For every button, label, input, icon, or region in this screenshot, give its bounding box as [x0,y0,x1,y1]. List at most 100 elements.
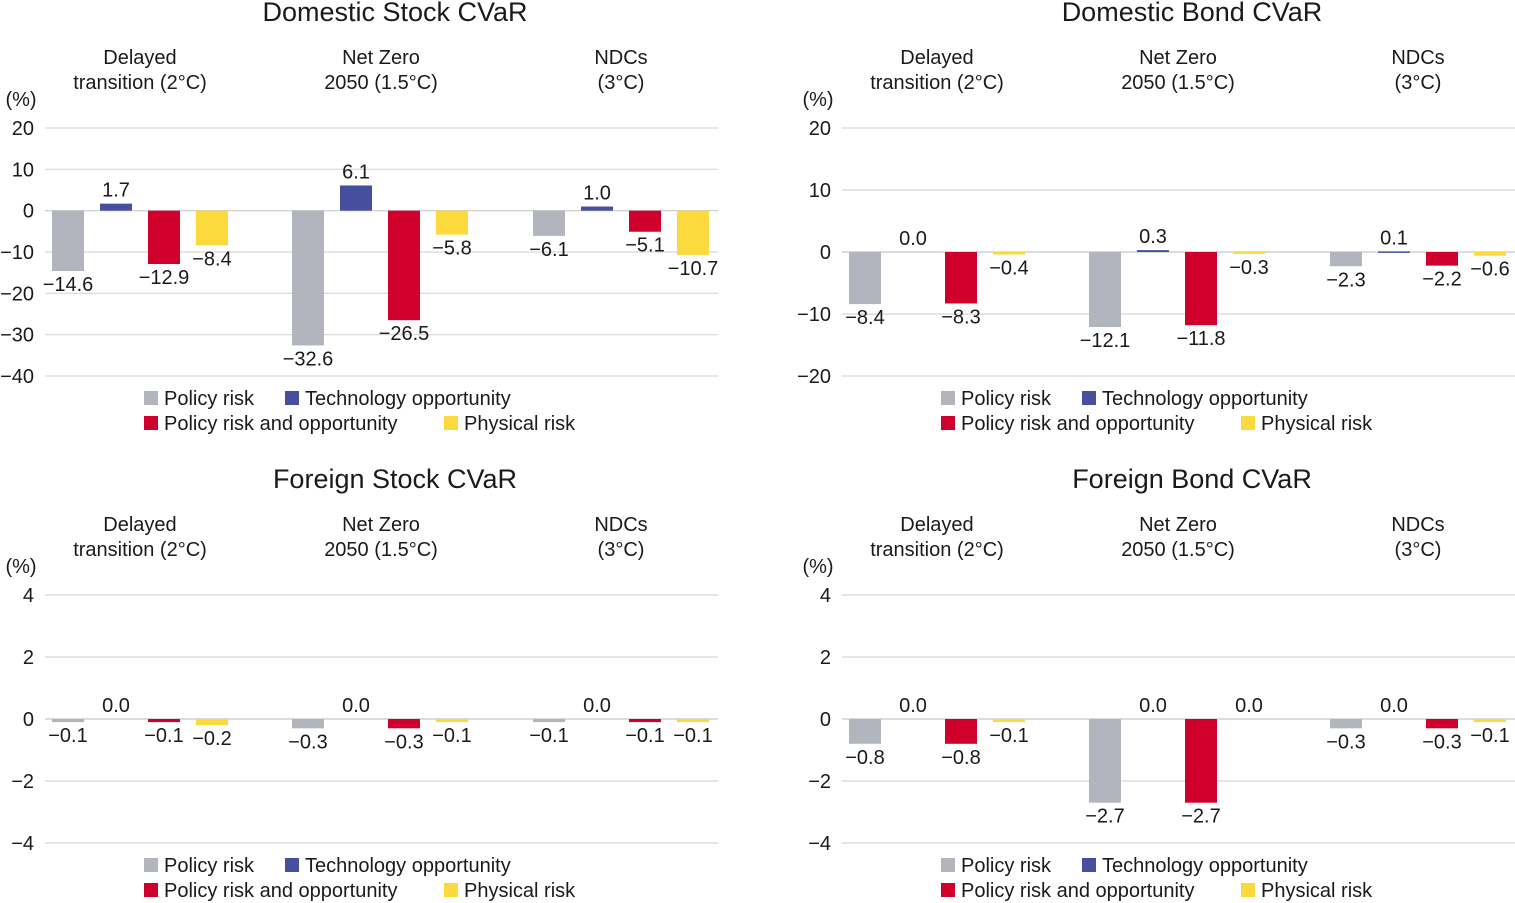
chart-panel: Foreign Bond CVaR (%) Delayed transition (2… [802,464,1515,902]
legend-swatch [1241,416,1255,430]
bar [993,719,1025,723]
y-tick-label: −2 [808,771,831,793]
data-label: −0.8 [941,747,980,769]
y-tick-label: 20 [12,118,34,140]
y-axis-label: (%) [5,556,36,578]
data-label: 1.0 [583,183,611,205]
chart-panel: Foreign Stock CVaR (%) Delayed transition (… [5,464,718,902]
legend-label: Policy risk and opportunity [961,413,1194,435]
category-label: Net Zero [1139,514,1217,536]
data-label: −0.3 [1326,731,1365,753]
y-tick-label: −40 [0,366,34,388]
data-label: −0.3 [1422,731,1461,753]
bar [849,252,881,305]
legend-swatch [144,883,158,897]
bar [1330,719,1362,729]
legend-swatch [941,883,955,897]
data-label: 0.0 [899,228,927,250]
data-label: 6.1 [342,161,370,183]
data-label: 1.7 [102,180,130,202]
data-label: −5.8 [432,238,471,260]
data-label: −0.2 [192,728,231,750]
legend-label: Physical risk [1261,880,1373,902]
data-label: −2.3 [1326,269,1365,291]
data-label: 0.3 [1139,226,1167,248]
data-label: −0.1 [144,725,183,747]
bar [388,210,420,321]
category-label: transition (2°C) [870,539,1004,561]
bar [292,719,324,729]
y-tick-label: −4 [808,833,831,855]
category-label: (3°C) [598,539,645,561]
bar [533,210,565,236]
bar [196,210,228,246]
bar [1185,719,1217,803]
y-tick-label: −4 [11,833,34,855]
bar [1330,252,1362,267]
bar [52,210,84,272]
bar [100,203,132,211]
category-label: Delayed [900,514,973,536]
data-label: −0.1 [48,725,87,747]
y-axis-label: (%) [802,556,833,578]
category-label: transition (2°C) [870,72,1004,94]
y-axis-label: (%) [5,89,36,111]
chart-title: Foreign Bond CVaR [1072,464,1312,494]
bar [629,719,661,723]
data-label: −0.1 [625,725,664,747]
chart-panel: Domestic Stock CVaR (%) Delayed transition … [0,0,718,435]
bar [945,252,977,304]
y-tick-label: 2 [820,647,831,669]
bar [436,210,468,235]
data-label: 0.0 [342,695,370,717]
data-label: −0.3 [384,731,423,753]
bar [993,252,1025,255]
category-label: (3°C) [598,72,645,94]
data-label: −8.3 [941,306,980,328]
category-label: Delayed [103,514,176,536]
data-label: −2.7 [1085,806,1124,828]
category-label: transition (2°C) [73,539,207,561]
legend-label: Policy risk and opportunity [961,880,1194,902]
data-label: −0.1 [989,725,1028,747]
legend-swatch [941,416,955,430]
y-tick-label: 4 [820,585,831,607]
chart-title: Domestic Stock CVaR [262,0,527,27]
data-label: 0.0 [1235,695,1263,717]
y-tick-label: −30 [0,325,34,347]
bar [677,719,709,723]
legend-swatch [1082,858,1096,872]
category-label: Net Zero [1139,47,1217,69]
legend-swatch [444,883,458,897]
bar [340,185,372,211]
bar [1233,252,1265,254]
data-label: −0.1 [1470,725,1509,747]
data-label: −8.4 [845,307,884,329]
bar [148,719,180,723]
data-label: −2.7 [1181,806,1220,828]
data-label: −12.1 [1080,330,1131,352]
category-label: 2050 (1.5°C) [324,539,438,561]
bar [629,210,661,232]
legend-swatch [144,858,158,872]
legend-swatch [1082,391,1096,405]
y-tick-label: −20 [797,366,831,388]
data-label: 0.0 [102,695,130,717]
legend-label: Technology opportunity [305,388,511,410]
legend-swatch [285,858,299,872]
y-tick-label: −20 [0,283,34,305]
bar [52,719,84,723]
category-label: NDCs [1391,514,1444,536]
legend-swatch [1241,883,1255,897]
data-label: 0.0 [583,695,611,717]
y-tick-label: 20 [809,118,831,140]
y-tick-label: 0 [23,709,34,731]
bar [388,719,420,729]
data-label: 0.0 [899,695,927,717]
legend-label: Physical risk [464,880,576,902]
legend-swatch [941,391,955,405]
category-label: NDCs [594,47,647,69]
chart-title: Domestic Bond CVaR [1062,0,1323,27]
y-axis-label: (%) [802,89,833,111]
legend-label: Technology opportunity [305,855,511,877]
